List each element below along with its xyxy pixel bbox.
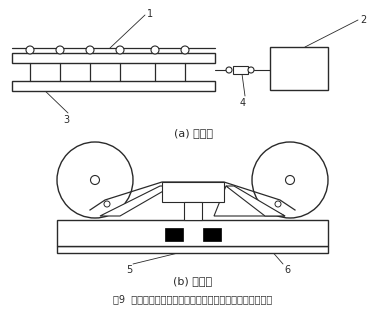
Circle shape	[181, 46, 189, 54]
Text: 6: 6	[284, 265, 290, 275]
Polygon shape	[214, 186, 285, 216]
Text: 3: 3	[63, 115, 69, 125]
Text: 4: 4	[240, 98, 246, 108]
Circle shape	[151, 46, 159, 54]
Bar	[203, 228, 221, 241]
Circle shape	[26, 46, 34, 54]
Circle shape	[86, 46, 94, 54]
Circle shape	[104, 201, 110, 207]
Circle shape	[226, 67, 232, 73]
Bar	[57, 246, 328, 253]
Bar	[165, 228, 183, 241]
Circle shape	[57, 142, 133, 218]
Circle shape	[248, 67, 254, 73]
Bar	[184, 202, 202, 220]
Text: 2: 2	[360, 15, 366, 25]
Text: (a) 侧视图: (a) 侧视图	[173, 128, 212, 138]
Bar	[162, 182, 224, 202]
Circle shape	[91, 176, 99, 184]
Polygon shape	[100, 186, 172, 216]
Text: (b) 正视图: (b) 正视图	[173, 276, 212, 286]
Circle shape	[252, 142, 328, 218]
Bar	[12, 53, 215, 63]
Bar	[12, 81, 215, 91]
Bar	[233, 66, 248, 74]
Circle shape	[286, 176, 295, 184]
Bar	[270, 47, 328, 90]
Polygon shape	[226, 186, 285, 216]
Circle shape	[116, 46, 124, 54]
Text: 1: 1	[147, 9, 153, 19]
Text: 5: 5	[126, 265, 132, 275]
Text: 图9  缆式线型感温火灾探测器在皮带输送装置上设置示意图: 图9 缆式线型感温火灾探测器在皮带输送装置上设置示意图	[113, 294, 272, 304]
Bar	[57, 220, 328, 246]
Circle shape	[56, 46, 64, 54]
Circle shape	[275, 201, 281, 207]
